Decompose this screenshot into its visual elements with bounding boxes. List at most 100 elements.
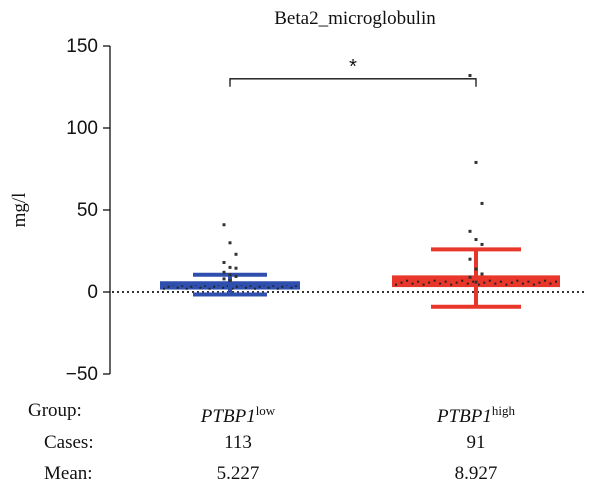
data-point [163, 287, 165, 290]
data-point [213, 285, 216, 288]
data-point [439, 282, 442, 285]
cases-row-label: Cases: [44, 432, 94, 453]
group-high-gene: PTBP1 [436, 406, 492, 427]
data-point [181, 284, 184, 287]
data-point [488, 279, 491, 282]
data-point [244, 286, 247, 289]
data-point [455, 281, 458, 284]
outlier-point [234, 252, 238, 256]
mean-row-label: Mean: [44, 463, 93, 484]
data-point [281, 285, 284, 288]
data-point [450, 283, 453, 286]
plot-area: * [112, 56, 585, 309]
outlier-point [222, 277, 226, 281]
data-point [483, 281, 486, 284]
significance-star: * [349, 56, 357, 78]
group-row-label: Group: [28, 400, 82, 421]
data-point [267, 286, 270, 289]
y-tick-label: 100 [66, 118, 98, 139]
data-point [527, 280, 530, 283]
data-point [222, 286, 225, 289]
outlier-point [222, 223, 226, 227]
data-point [249, 284, 252, 287]
data-point [258, 285, 261, 288]
data-point [176, 286, 179, 289]
data-point [472, 280, 475, 283]
data-point [395, 283, 397, 286]
data-point [444, 280, 447, 283]
data-point [543, 279, 546, 282]
outlier-point [480, 201, 484, 205]
y-axis: −50 0 50 100 150 [66, 36, 111, 385]
data-point [411, 282, 414, 285]
outlier-point [474, 238, 478, 242]
significance-bracket [229, 78, 477, 87]
data-point [231, 287, 234, 290]
outlier-point [234, 274, 238, 278]
data-point [549, 282, 552, 285]
data-point [510, 281, 513, 284]
y-tick-label: −50 [66, 364, 98, 385]
chart-title: Beta2_microglobulin [274, 8, 436, 29]
outlier-point [222, 270, 226, 274]
data-point [505, 283, 508, 286]
outlier-point [468, 275, 472, 279]
data-point [235, 285, 238, 288]
data-point [190, 285, 193, 288]
outlier-point [480, 272, 484, 276]
data-point [499, 280, 502, 283]
data-point [555, 280, 557, 283]
mean-high-value: 8.927 [454, 463, 498, 484]
outlier-point [480, 242, 484, 246]
group-low-gene: PTBP1 [200, 406, 256, 427]
outlier-point [474, 267, 478, 271]
data-point [433, 279, 436, 282]
cases-low-value: 113 [224, 432, 252, 453]
outlier-point [474, 160, 478, 164]
outlier-point [468, 229, 472, 233]
data-point [521, 282, 524, 285]
data-point [185, 287, 188, 290]
outlier-point [474, 280, 478, 284]
data-point [532, 283, 535, 286]
group-high [392, 74, 560, 309]
data-point [254, 287, 257, 290]
data-point [208, 287, 211, 290]
outlier-point [228, 273, 232, 277]
outlier-point [228, 279, 232, 283]
data-point [272, 284, 275, 287]
data-point [428, 281, 431, 284]
data-point [400, 281, 403, 284]
data-point [538, 281, 541, 284]
y-tick-label: 150 [66, 36, 98, 57]
group-low-level: low [255, 403, 276, 418]
group-high-label: PTBP1high [437, 400, 515, 428]
data-point [422, 283, 425, 286]
group-high-level: high [491, 403, 516, 418]
data-point [167, 285, 170, 288]
data-point [466, 282, 469, 285]
outlier-point [468, 74, 472, 78]
data-point [226, 284, 229, 287]
group-low [160, 223, 300, 297]
data-point [199, 286, 202, 289]
data-point [516, 279, 519, 282]
data-point [406, 279, 409, 282]
outlier-point [234, 266, 238, 270]
outlier-point [228, 265, 232, 269]
data-point [461, 279, 464, 282]
y-tick-label: 0 [87, 282, 98, 303]
data-point [477, 283, 480, 286]
outlier-point [222, 260, 226, 264]
cases-high-value: 91 [466, 432, 486, 453]
data-point [295, 284, 297, 287]
data-point [494, 282, 497, 285]
y-tick-label: 50 [77, 200, 98, 221]
data-point [203, 284, 206, 287]
outlier-point [468, 257, 472, 261]
data-point [417, 280, 420, 283]
group-low-label: PTBP1low [201, 400, 275, 428]
mean-low-value: 5.227 [216, 463, 260, 484]
data-point [276, 287, 279, 290]
